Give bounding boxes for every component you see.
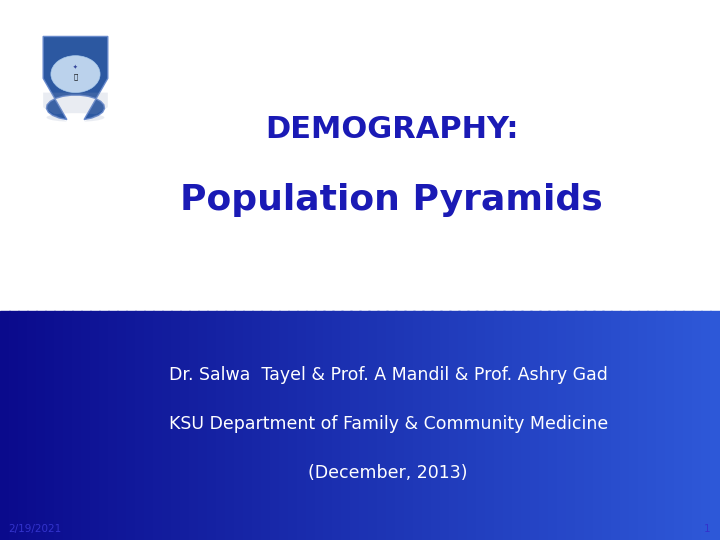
Bar	[0, 310, 10, 540]
Polygon shape	[43, 36, 108, 119]
Bar	[126, 310, 136, 540]
Bar	[261, 310, 271, 540]
Text: Dr. Salwa  Tayel & Prof. A Mandil & Prof. Ashry Gad: Dr. Salwa Tayel & Prof. A Mandil & Prof.…	[168, 366, 608, 384]
Bar	[629, 310, 639, 540]
Bar	[512, 310, 523, 540]
Bar	[144, 310, 154, 540]
Bar	[243, 310, 253, 540]
Bar	[180, 310, 190, 540]
Bar	[674, 310, 685, 540]
Bar	[369, 310, 379, 540]
Text: Population Pyramids: Population Pyramids	[181, 183, 603, 217]
Bar	[683, 310, 693, 540]
Bar	[198, 310, 208, 540]
Bar	[189, 310, 199, 540]
Bar	[108, 310, 118, 540]
Bar	[710, 310, 720, 540]
Text: (December, 2013): (December, 2013)	[308, 463, 468, 482]
Bar	[620, 310, 631, 540]
Bar	[405, 310, 415, 540]
Bar	[485, 310, 495, 540]
Bar	[548, 310, 559, 540]
Bar	[72, 310, 82, 540]
Bar	[413, 310, 424, 540]
Bar	[99, 310, 109, 540]
Bar	[90, 310, 100, 540]
Bar	[233, 310, 244, 540]
Bar	[467, 310, 477, 540]
Bar	[27, 310, 37, 540]
Bar	[297, 310, 307, 540]
Bar	[63, 310, 73, 540]
Bar	[153, 310, 163, 540]
Bar	[359, 310, 370, 540]
Bar	[431, 310, 442, 540]
Bar	[521, 310, 531, 540]
Bar	[305, 310, 316, 540]
Circle shape	[51, 56, 100, 92]
Polygon shape	[43, 93, 108, 122]
Bar	[593, 310, 603, 540]
Bar	[566, 310, 577, 540]
Text: DEMOGRAPHY:: DEMOGRAPHY:	[265, 115, 518, 144]
Bar	[602, 310, 613, 540]
Bar	[162, 310, 172, 540]
Text: 2/19/2021: 2/19/2021	[9, 523, 62, 534]
Bar	[81, 310, 91, 540]
Bar	[494, 310, 505, 540]
Bar	[45, 310, 55, 540]
Bar	[269, 310, 280, 540]
Text: KSU Department of Family & Community Medicine: KSU Department of Family & Community Med…	[168, 415, 608, 433]
Bar	[575, 310, 585, 540]
Bar	[701, 310, 711, 540]
Bar	[530, 310, 541, 540]
Bar	[503, 310, 513, 540]
Bar	[225, 310, 235, 540]
Bar	[449, 310, 460, 540]
Bar	[315, 310, 325, 540]
Bar	[117, 310, 127, 540]
Bar	[539, 310, 549, 540]
Text: 1: 1	[703, 523, 710, 534]
Bar	[665, 310, 675, 540]
Bar	[459, 310, 469, 540]
Text: ✦: ✦	[73, 65, 78, 70]
Bar	[251, 310, 262, 540]
Bar	[207, 310, 217, 540]
Bar	[216, 310, 226, 540]
Bar	[647, 310, 657, 540]
Bar	[9, 310, 19, 540]
Bar	[341, 310, 352, 540]
Bar	[611, 310, 621, 540]
Bar	[323, 310, 334, 540]
Bar	[287, 310, 298, 540]
Bar	[377, 310, 388, 540]
Bar	[54, 310, 64, 540]
Bar	[656, 310, 667, 540]
Bar	[557, 310, 567, 540]
Bar	[18, 310, 28, 540]
Bar	[279, 310, 289, 540]
Bar	[395, 310, 406, 540]
Bar	[333, 310, 343, 540]
Bar	[476, 310, 487, 540]
Bar	[423, 310, 433, 540]
Bar	[171, 310, 181, 540]
Bar	[387, 310, 397, 540]
Text: 📚: 📚	[73, 73, 78, 80]
Bar	[441, 310, 451, 540]
Bar	[584, 310, 595, 540]
Bar	[135, 310, 145, 540]
Bar	[692, 310, 702, 540]
Bar	[638, 310, 649, 540]
Bar	[351, 310, 361, 540]
Bar	[36, 310, 46, 540]
